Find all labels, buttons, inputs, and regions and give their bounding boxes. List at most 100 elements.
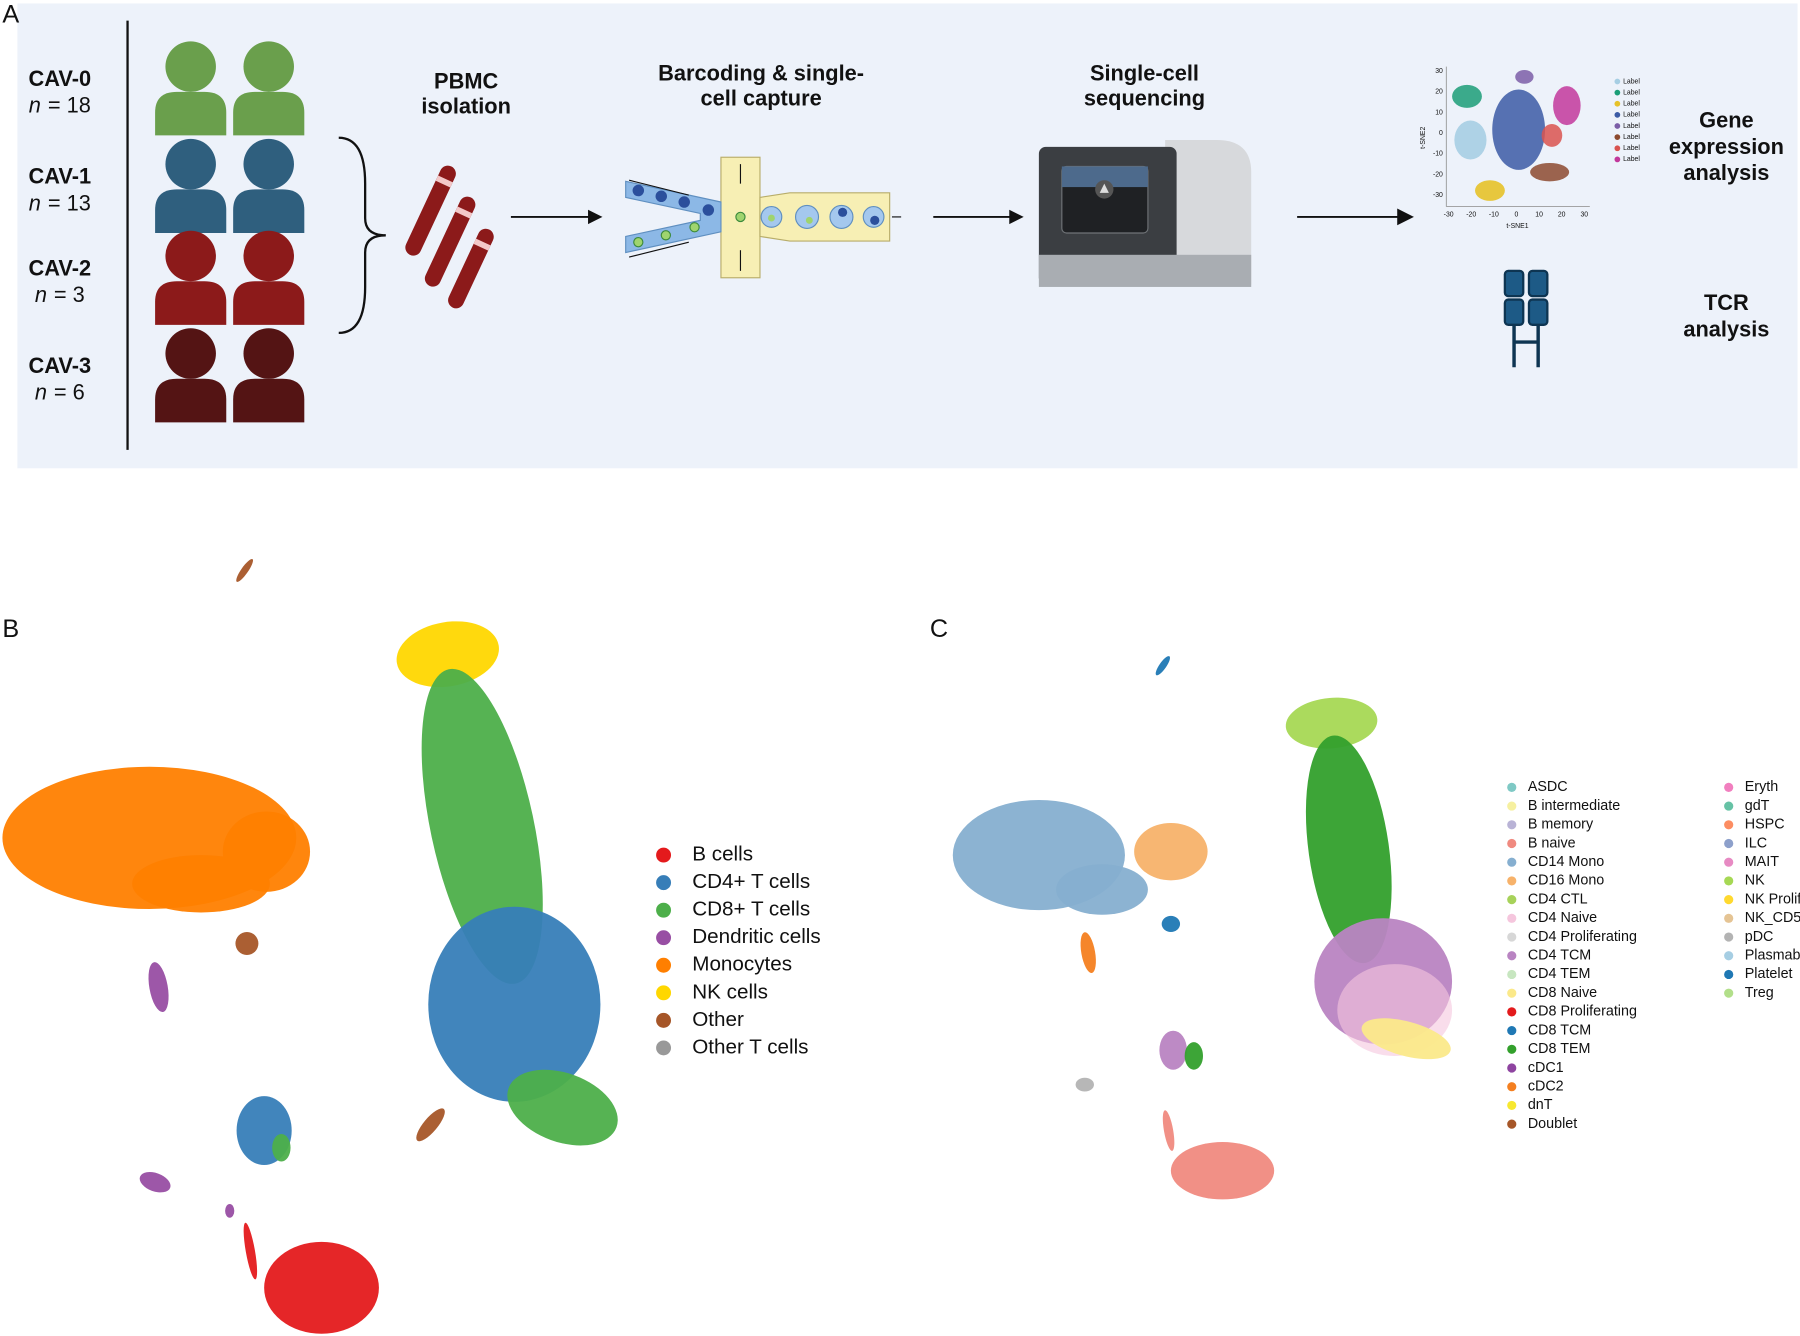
group-count: n = 18 [29, 93, 91, 118]
person-body [155, 91, 227, 136]
cell-cluster [428, 906, 601, 1102]
mini-legend-label: Label [1623, 145, 1640, 152]
cell-cluster [416, 1108, 445, 1142]
mini-x-tick: -20 [1466, 211, 1476, 218]
group-name: CAV-3 [29, 353, 92, 378]
group-count: n = 13 [29, 190, 91, 215]
mini-legend-dot [1614, 156, 1621, 163]
legend-label: dnT [1528, 1097, 1553, 1113]
legend-dot [1507, 1082, 1517, 1092]
legend-label: CD8+ T cells [692, 898, 810, 921]
legend-dot [1507, 820, 1517, 830]
cell-cluster [1134, 822, 1208, 881]
mini-y-tick: -30 [1433, 192, 1443, 199]
legend-label: CD8 Proliferating [1528, 1004, 1637, 1020]
cell-cluster [1075, 1077, 1094, 1092]
count-label: = 6 [54, 379, 85, 404]
brace [338, 136, 386, 334]
person-body [155, 378, 227, 423]
group-count: n = 6 [35, 379, 85, 404]
legend-dot [1507, 1100, 1517, 1111]
legend-label: CD4+ T cells [692, 870, 810, 893]
legend-label: CD4 TCM [1528, 948, 1591, 964]
legend-label: NK [1745, 873, 1765, 889]
count-label: = 13 [48, 190, 91, 215]
mini-y-label: t-SNE2 [1420, 126, 1427, 148]
cell-cluster [1361, 1018, 1451, 1060]
legend-dot [1507, 1025, 1517, 1036]
mini-y-tick: 0 [1439, 130, 1443, 137]
mini-legend-dot [1614, 134, 1621, 141]
mini-y-tick: -10 [1433, 151, 1443, 158]
legend-label: CD14 Mono [1528, 854, 1604, 870]
mini-legend-label: Label [1623, 78, 1640, 85]
cell-cluster [225, 1204, 235, 1218]
output-label: expression [1669, 134, 1784, 159]
legend-label: HSPC [1745, 817, 1785, 833]
group-name: CAV-2 [29, 255, 92, 280]
cell-cluster [421, 668, 543, 984]
legend-dot [1507, 913, 1517, 923]
legend-dot [1724, 895, 1734, 905]
legend-dot [1507, 1044, 1517, 1054]
output-label: analysis [1683, 316, 1769, 341]
step-label: isolation [421, 94, 511, 119]
legend-dot [656, 930, 672, 946]
umap-plots [2, 558, 1453, 1334]
mini-legend-label: Label [1623, 89, 1640, 96]
legend-dot [1507, 876, 1517, 886]
legend-label: Platelet [1745, 966, 1793, 982]
group-name: CAV-0 [29, 66, 92, 91]
person-body [155, 189, 227, 233]
legend-dot [1507, 801, 1517, 811]
cell-cluster [1184, 1042, 1204, 1070]
legend-dot [1507, 969, 1517, 980]
person-head [165, 230, 216, 282]
cell-cluster [132, 855, 270, 913]
output-label: analysis [1683, 160, 1769, 185]
legend-label: NK cells [692, 980, 768, 1003]
legend-dot [656, 902, 672, 918]
output-label: Gene [1699, 107, 1754, 132]
mini-x-tick: 10 [1535, 211, 1543, 218]
legend-label: Other T cells [692, 1035, 808, 1058]
legend-dot [656, 875, 672, 891]
step-label: sequencing [1084, 86, 1205, 111]
legend-dot [1507, 895, 1517, 905]
mini-legend-label: Label [1623, 123, 1640, 130]
panel-label: A [2, 1, 19, 29]
person-head [165, 138, 216, 190]
mini-legend-dot [1614, 89, 1621, 96]
output-label: TCR [1704, 290, 1749, 315]
mini-legend-label: Label [1623, 156, 1640, 163]
legend-label: B memory [1528, 817, 1594, 833]
cell-cluster [1170, 1142, 1275, 1200]
legend-label: B cells [692, 843, 753, 866]
cell-cluster [1159, 1030, 1187, 1070]
person-body [233, 189, 305, 233]
cell-cluster [507, 1069, 618, 1146]
blood-tubes [405, 165, 494, 309]
legend-label: CD8 TEM [1528, 1041, 1591, 1057]
tcr-icon [1503, 269, 1549, 368]
cell-cluster [148, 962, 169, 1012]
mini-legend-dot [1614, 145, 1621, 152]
legend-dot [1724, 988, 1734, 998]
legend-dot [1724, 969, 1734, 980]
legend-dot [1507, 782, 1517, 792]
legend-dot [1724, 857, 1734, 867]
legend-label: ILC [1745, 835, 1767, 851]
legend-label: MAIT [1745, 854, 1779, 870]
legend-dot [1507, 838, 1517, 849]
mini-x-tick: 0 [1515, 211, 1519, 218]
legend-label: NK Proliferating [1745, 891, 1800, 907]
mini-x-tick: 30 [1580, 211, 1588, 218]
arrows [510, 208, 1414, 226]
group-count: n = 3 [35, 282, 85, 307]
legend-label: CD4 TEM [1528, 966, 1591, 982]
legend-label: Treg [1745, 985, 1774, 1001]
cell-cluster [396, 621, 499, 688]
legend-label: B intermediate [1528, 798, 1620, 814]
legend-dot [1507, 1063, 1517, 1073]
legend-label: Plasmablast [1745, 948, 1800, 964]
